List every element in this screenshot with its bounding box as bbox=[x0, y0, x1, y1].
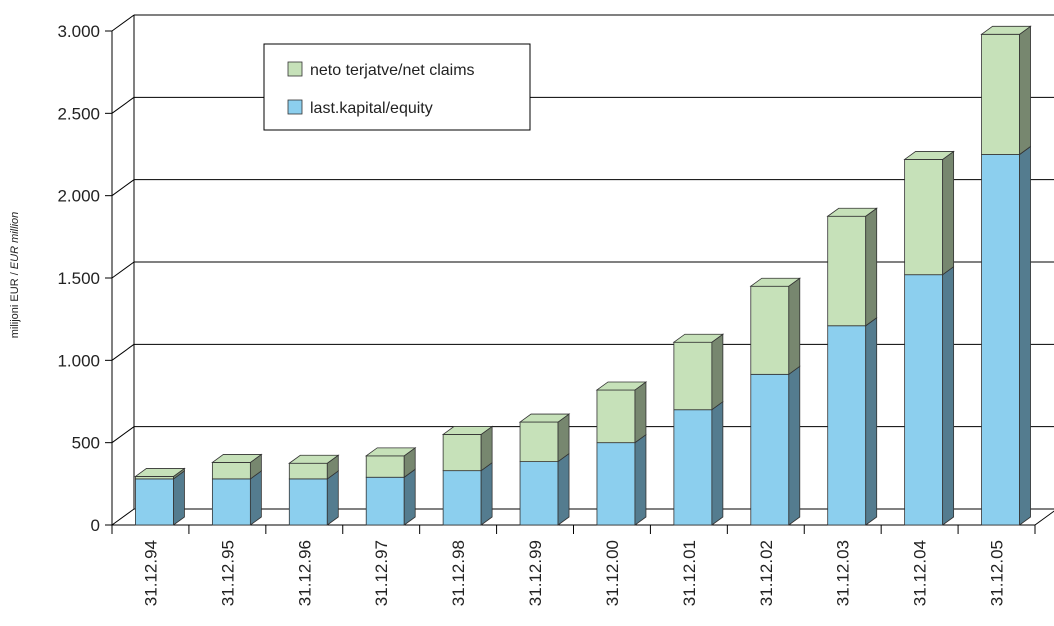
bar-top bbox=[211, 454, 263, 463]
bar-top bbox=[288, 454, 340, 464]
y-tick-label: 1.000 bbox=[57, 351, 100, 370]
bar-last-kapital-equity-31.12.04 bbox=[904, 274, 944, 526]
gridline-depth bbox=[111, 14, 135, 32]
bar-neto-terjatve-net-claims-31.12.96 bbox=[288, 462, 328, 480]
bar-top bbox=[980, 25, 1032, 35]
gridline-depth bbox=[111, 343, 135, 361]
y-axis-title-italic: EUR million bbox=[9, 212, 21, 269]
x-tick-label: 31.12.05 bbox=[988, 540, 1007, 606]
legend-swatch bbox=[287, 99, 303, 115]
bar-side bbox=[249, 470, 262, 526]
legend: neto terjatve/net claims last.kapital/equ… bbox=[263, 43, 531, 131]
bar-top bbox=[595, 381, 648, 391]
bar-neto-terjatve-net-claims-31.12.95 bbox=[211, 462, 251, 480]
bar-last-kapital-equity-31.12.00 bbox=[596, 442, 636, 526]
bar-neto-terjatve-net-claims-31.12.05 bbox=[981, 33, 1020, 155]
gridline-depth bbox=[111, 426, 135, 444]
bar-top bbox=[903, 151, 955, 160]
bar-side bbox=[1019, 25, 1031, 156]
y-tick-label: 2.000 bbox=[57, 187, 100, 206]
x-tick-label: 31.12.04 bbox=[911, 540, 930, 606]
bar-top bbox=[518, 413, 571, 423]
floor-edge bbox=[1034, 510, 1054, 526]
bar-top bbox=[134, 468, 186, 477]
y-tick-label: 0 bbox=[91, 516, 100, 535]
bar-neto-terjatve-net-claims-31.12.04 bbox=[904, 159, 944, 276]
y-tick-label: 2.500 bbox=[57, 104, 100, 123]
bar-side bbox=[711, 333, 724, 411]
y-axis-title: milijoni EUR / EUR million bbox=[9, 212, 21, 339]
x-tick-label: 31.12.00 bbox=[603, 540, 622, 606]
bar-last-kapital-equity-31.12.05 bbox=[981, 154, 1020, 526]
bar-side bbox=[557, 452, 570, 526]
bar-side bbox=[634, 433, 647, 526]
bar-neto-terjatve-net-claims-31.12.02 bbox=[750, 285, 790, 375]
y-axis-title-main: milijoni EUR / bbox=[9, 269, 21, 338]
bar-top bbox=[364, 447, 417, 457]
x-tick-label: 31.12.97 bbox=[372, 540, 391, 606]
x-tick-label: 31.12.01 bbox=[680, 540, 699, 606]
bar-side bbox=[480, 461, 493, 526]
legend-label: neto terjatve/net claims bbox=[310, 62, 475, 79]
legend-label: last.kapital/equity bbox=[310, 100, 433, 117]
bar-side bbox=[865, 207, 878, 327]
bar-side bbox=[173, 470, 185, 526]
bar-last-kapital-equity-31.12.97 bbox=[365, 476, 405, 526]
bar-top bbox=[826, 207, 878, 217]
x-tick-labels: 31.12.94 31.12.95 31.12.96 31.12.97 31.12.98… bbox=[141, 540, 1006, 606]
y-tick-labels: 0 500 1.000 1.500 2.000 2.500 3.000 bbox=[57, 22, 100, 535]
bar-side bbox=[942, 150, 955, 276]
x-tick-label: 31.12.96 bbox=[295, 540, 314, 606]
legend-box bbox=[263, 43, 531, 131]
bar-side bbox=[326, 470, 339, 526]
bar-side bbox=[788, 277, 801, 376]
x-tick-label: 31.12.95 bbox=[218, 540, 237, 606]
bars bbox=[134, 25, 1032, 526]
bar-top bbox=[441, 426, 494, 435]
x-tick-label: 31.12.03 bbox=[834, 540, 853, 606]
bar-side bbox=[403, 468, 416, 526]
bar-top bbox=[749, 277, 802, 287]
bar-top bbox=[672, 333, 725, 343]
gridline-depth bbox=[111, 96, 135, 114]
bar-side bbox=[634, 381, 647, 444]
bar-last-kapital-equity-31.12.98 bbox=[442, 470, 482, 526]
bar-neto-terjatve-net-claims-31.12.01 bbox=[673, 341, 713, 411]
bar-last-kapital-equity-31.12.95 bbox=[211, 478, 251, 526]
gridline-depth bbox=[111, 179, 135, 197]
bar-neto-terjatve-net-claims-31.12.99 bbox=[519, 421, 559, 463]
x-tick-label: 31.12.94 bbox=[141, 540, 160, 606]
bar-neto-terjatve-net-claims-31.12.03 bbox=[827, 215, 867, 327]
y-tick-label: 1.500 bbox=[57, 269, 100, 288]
gridline-depth bbox=[111, 508, 135, 526]
y-tick-label: 500 bbox=[72, 434, 100, 453]
bar-neto-terjatve-net-claims-31.12.98 bbox=[442, 434, 482, 472]
bar-side bbox=[1019, 145, 1031, 526]
bar-neto-terjatve-net-claims-31.12.97 bbox=[365, 455, 405, 478]
y-tick-label: 3.000 bbox=[57, 22, 100, 41]
x-tick-label: 31.12.02 bbox=[757, 540, 776, 606]
axes bbox=[105, 15, 1054, 534]
bar-last-kapital-equity-31.12.03 bbox=[827, 325, 867, 526]
bar-side bbox=[788, 365, 801, 526]
bar-side bbox=[942, 265, 955, 526]
bar-last-kapital-equity-31.12.99 bbox=[519, 461, 559, 526]
legend-swatch bbox=[287, 61, 303, 77]
bar-last-kapital-equity-31.12.96 bbox=[288, 478, 328, 526]
bar-last-kapital-equity-31.12.02 bbox=[750, 373, 790, 526]
bar-side bbox=[711, 400, 724, 526]
bar-side bbox=[865, 316, 878, 526]
x-tick-label: 31.12.98 bbox=[449, 540, 468, 606]
gridline-depth bbox=[111, 261, 135, 279]
x-tick-label: 31.12.99 bbox=[526, 540, 545, 606]
bar-neto-terjatve-net-claims-31.12.00 bbox=[596, 389, 636, 444]
bar-last-kapital-equity-31.12.94 bbox=[135, 478, 174, 526]
bar-last-kapital-equity-31.12.01 bbox=[673, 409, 713, 526]
